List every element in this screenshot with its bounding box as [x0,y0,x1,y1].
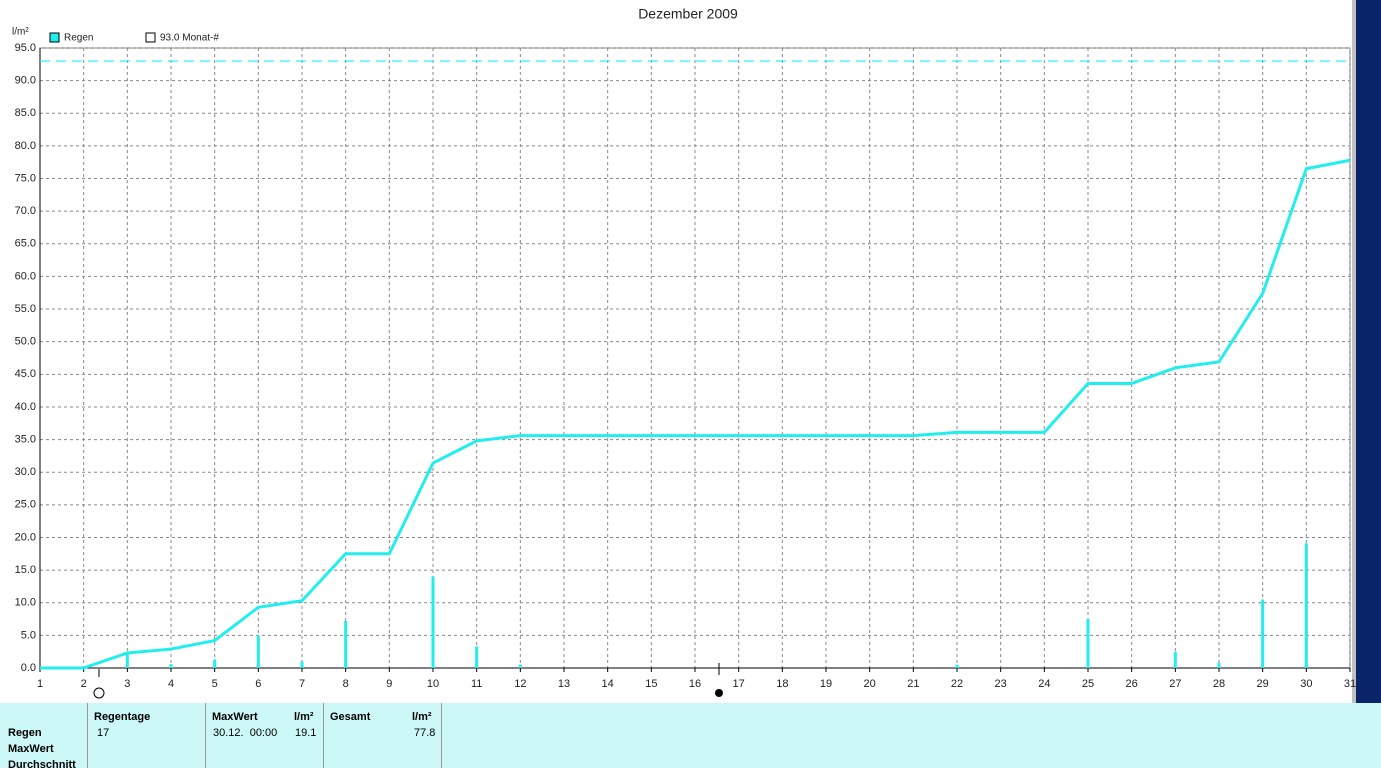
x-tick-label: 23 [995,678,1007,690]
y-tick-label: 65.0 [15,238,36,250]
cell: 19.1 [295,727,317,739]
x-tick-label: 10 [427,678,439,690]
x-tick-label: 30 [1300,678,1312,690]
x-tick-label: 12 [514,678,526,690]
y-tick-label: 15.0 [15,564,36,576]
x-tick-label: 22 [951,678,963,690]
bar [955,664,959,668]
chart-title: Dezember 2009 [638,6,738,22]
x-tick-label: 26 [1126,678,1138,690]
bar [125,652,129,668]
y-tick-label: 90.0 [15,75,36,87]
x-tick-label: 15 [645,678,657,690]
y-tick-label: 45.0 [15,368,36,380]
y-tick-label: 10.0 [15,597,36,609]
x-tick-label: 5 [212,678,218,690]
bar [213,659,217,668]
chart: Dezember 2009 l/m² Regen 93.0 Monat-# 0.… [12,0,1381,703]
y-tick-label: 5.0 [21,629,36,641]
bar [431,576,435,668]
x-tick-label: 6 [255,678,261,690]
bar [300,661,304,668]
header: Regentage [94,711,151,723]
header: l/m² [412,711,432,723]
x-tick-label: 28 [1213,678,1225,690]
bar [256,635,260,668]
bar [1261,599,1265,668]
bar [344,621,348,668]
bar [169,664,173,668]
window-edge [1356,0,1381,703]
bar [518,664,522,668]
stats-panel: Regentage MaxWert l/m² Gesamt l/m² Regen… [0,703,1381,768]
x-tick-label: 4 [168,678,174,690]
x-tick-label: 17 [733,678,745,690]
bar [1086,619,1090,668]
separator [323,703,324,768]
header: MaxWert [212,711,258,723]
legend-label: Regen [64,33,93,44]
y-tick-label: 75.0 [15,172,36,184]
bar [1217,662,1221,668]
window-border [1352,0,1356,703]
y-axis-unit: l/m² [12,27,29,38]
cell: 17 [97,727,110,739]
x-tick-label: 27 [1169,678,1181,690]
x-tick-label: 19 [820,678,832,690]
bar [1304,543,1308,668]
y-tick-label: 40.0 [15,401,36,413]
header: l/m² [294,711,314,723]
x-tick-label: 20 [864,678,876,690]
x-tick-label: 21 [907,678,919,690]
header: Gesamt [330,711,371,723]
separator [205,703,206,768]
y-tick-label: 60.0 [15,270,36,282]
x-tick-label: 16 [689,678,701,690]
row-label: MaxWert [8,743,54,755]
legend-label: 93.0 Monat-# [160,33,219,44]
cell: 77.8 [414,727,436,739]
cumulative-line [40,158,1351,670]
y-tick-label: 30.0 [15,466,36,478]
row-label: Durchschnitt [8,759,76,768]
separator [87,703,88,768]
bar [475,646,479,668]
y-tick-label: 95.0 [15,42,36,54]
y-tick-label: 50.0 [15,336,36,348]
x-tick-label: 24 [1038,678,1050,690]
y-tick-label: 25.0 [15,499,36,511]
x-tick-label: 14 [602,678,614,690]
separator [441,703,442,768]
cell: 30.12. 00:00 [213,727,278,739]
x-tick-label: 29 [1257,678,1269,690]
new-moon-icon [93,687,105,699]
x-tick-label: 2 [81,678,87,690]
y-tick-label: 0.0 [21,662,36,674]
x-tick-label: 13 [558,678,570,690]
bar [1173,651,1177,668]
x-tick-label: 18 [776,678,788,690]
x-tick-label: 31 [1344,678,1356,690]
legend-swatch [145,32,156,43]
row-label: Regen [8,727,42,739]
x-tick-label: 7 [299,678,305,690]
y-tick-label: 20.0 [15,531,36,543]
x-tick-label: 1 [37,678,43,690]
x-tick-label: 25 [1082,678,1094,690]
x-tick-label: 11 [471,678,482,690]
x-tick-label: 9 [386,678,392,690]
x-tick-label: 8 [343,678,349,690]
y-tick-label: 80.0 [15,140,36,152]
legend-swatch [49,32,60,43]
y-tick-label: 35.0 [15,433,36,445]
y-tick-label: 70.0 [15,205,36,217]
y-tick-label: 55.0 [15,303,36,315]
full-moon-icon [715,689,723,697]
y-tick-label: 85.0 [15,107,36,119]
x-tick-label: 3 [124,678,130,690]
